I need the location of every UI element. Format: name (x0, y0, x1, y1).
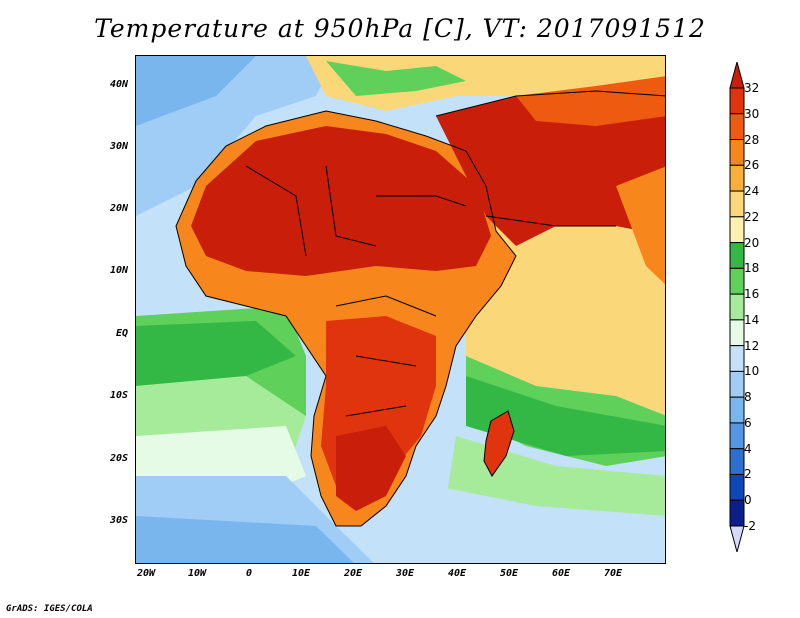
colorbar-box (729, 319, 745, 347)
colorbar-label: 10 (744, 364, 760, 379)
colorbar-label: 0 (744, 493, 752, 508)
plot-title: Temperature at 950hPa [C], VT: 201709151… (94, 14, 706, 43)
colorbar-box (729, 473, 745, 501)
colorbar-label: 18 (744, 261, 760, 276)
colorbar-label: -2 (744, 519, 756, 533)
y-tick-10s: 10S (109, 390, 128, 401)
credit-text: GrADS: IGES/COLA (6, 604, 93, 614)
colorbar-box (729, 293, 745, 321)
colorbar-label: 6 (744, 415, 752, 430)
x-tick-50e: 50E (499, 568, 519, 579)
y-tick-40n: 40N (109, 79, 128, 90)
x-tick-20w: 20W (136, 568, 156, 579)
colorbar-box (729, 370, 745, 398)
colorbar-label: 12 (744, 338, 760, 353)
x-tick-10w: 10W (187, 568, 207, 579)
colorbar-label: 32 (744, 81, 760, 95)
x-tick-70e: 70E (603, 568, 623, 579)
y-tick-10n: 10N (109, 265, 128, 276)
colorbar-label: 20 (744, 235, 760, 250)
colorbar-box (729, 345, 745, 372)
x-tick-60e: 60E (551, 568, 571, 579)
colorbar-top-triangle (729, 60, 745, 89)
colorbar-label: 24 (744, 184, 760, 199)
x-tick-10e: 10E (291, 568, 311, 579)
colorbar-box (729, 242, 745, 269)
colorbar-box (729, 113, 745, 141)
colorbar-box (729, 190, 745, 218)
colorbar-label: 14 (744, 312, 760, 327)
colorbar-box (729, 139, 745, 166)
y-tick-eq: EQ (115, 328, 128, 339)
colorbar-box (729, 499, 745, 527)
colorbar-box (729, 448, 745, 475)
colorbar-box (729, 422, 745, 450)
colorbar-label: 4 (744, 441, 752, 456)
y-tick-20n: 20N (109, 203, 128, 214)
y-tick-30n: 30N (109, 141, 128, 152)
colorbar-box (729, 396, 745, 424)
x-tick-30e: 30E (395, 568, 415, 579)
y-tick-30s: 30S (109, 515, 128, 526)
colorbar-box (729, 267, 745, 295)
colorbar (726, 60, 762, 554)
colorbar-swatches (729, 60, 745, 554)
colorbar-box (729, 87, 745, 115)
colorbar-box (729, 164, 745, 192)
colorbar-label: 28 (744, 132, 760, 147)
x-tick-20e: 20E (343, 568, 363, 579)
colorbar-label: 8 (744, 390, 752, 405)
temperature-field (136, 56, 665, 563)
x-tick-40e: 40E (447, 568, 467, 579)
x-tick-0: 0 (245, 568, 253, 579)
temperature-map (135, 55, 666, 564)
colorbar-bottom-triangle (729, 525, 745, 554)
y-tick-20s: 20S (109, 453, 128, 464)
colorbar-box (729, 216, 745, 244)
colorbar-label: 2 (744, 467, 752, 482)
colorbar-label: 30 (744, 106, 760, 121)
colorbar-label: 16 (744, 287, 760, 302)
colorbar-label: 26 (744, 158, 760, 173)
colorbar-label: 22 (744, 209, 760, 224)
